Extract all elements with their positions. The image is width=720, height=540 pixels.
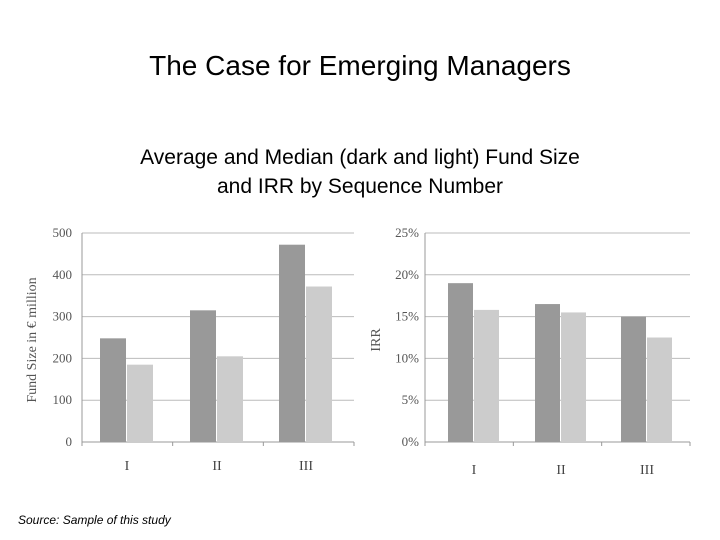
irr-bar-median — [647, 337, 672, 442]
irr-bar-average — [448, 283, 473, 442]
irr-bar-average — [621, 316, 646, 442]
irr-x-category-label: II — [556, 463, 566, 478]
size-x-category-label: III — [299, 459, 313, 474]
size-y-tick-label: 300 — [53, 309, 73, 324]
irr-bar-median — [561, 312, 586, 442]
irr-y-tick-label: 15% — [395, 309, 419, 324]
irr-x-category-label: III — [640, 463, 654, 478]
irr-y-tick-label: 20% — [395, 267, 419, 282]
irr-y-axis-title: IRR — [369, 328, 384, 352]
subtitle-line-2: and IRR by Sequence Number — [217, 175, 503, 198]
irr-bar-average — [535, 304, 560, 442]
irr-bar-median — [474, 309, 499, 442]
irr-y-tick-label: 0% — [402, 434, 420, 449]
slide-subtitle: Average and Median (dark and light) Fund… — [60, 143, 660, 201]
size-bar-average — [190, 310, 216, 442]
size-y-tick-label: 0 — [66, 434, 73, 449]
subtitle-line-1: Average and Median (dark and light) Fund… — [140, 146, 580, 169]
irr-x-category-label: I — [472, 463, 477, 478]
size-y-tick-label: 200 — [53, 350, 73, 365]
size-x-category-label: II — [212, 459, 222, 474]
source-note: Source: Sample of this study — [18, 513, 171, 527]
slide-title: The Case for Emerging Managers — [149, 50, 571, 81]
irr-y-tick-label: 10% — [395, 350, 419, 365]
size-bar-average — [100, 338, 126, 442]
size-bar-median — [127, 364, 153, 442]
size-x-category-label: I — [125, 459, 130, 474]
size-bar-median — [306, 286, 332, 442]
size-bar-average — [279, 244, 305, 442]
size-y-tick-label: 100 — [53, 392, 73, 407]
size-bar-median — [217, 356, 243, 442]
irr-y-tick-label: 5% — [402, 392, 420, 407]
irr-y-tick-label: 25% — [395, 225, 419, 240]
size-y-axis-title: Fund Size in € million — [25, 277, 40, 402]
size-y-tick-label: 500 — [53, 225, 73, 240]
size-y-tick-label: 400 — [53, 267, 73, 282]
